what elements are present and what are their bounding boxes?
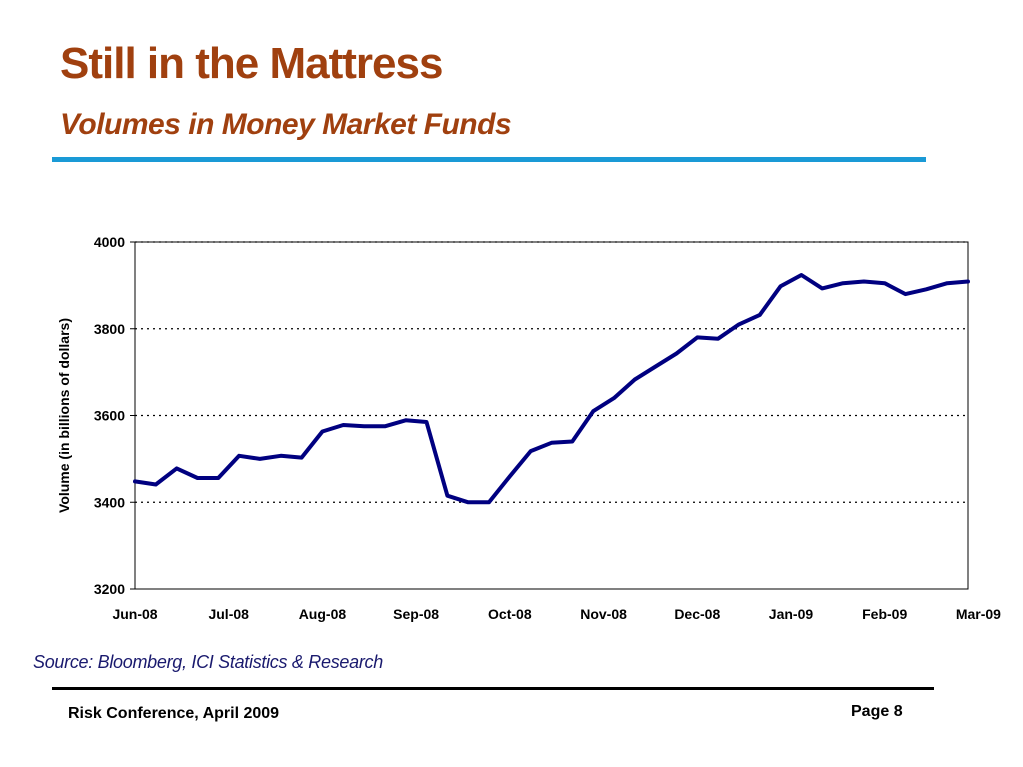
y-tick-label: 3200 xyxy=(94,581,125,597)
slide-title: Still in the Mattress xyxy=(60,39,443,88)
y-tick-label: 3400 xyxy=(94,494,125,510)
x-tick-label: Nov-08 xyxy=(580,606,627,622)
x-tick-label: Jan-09 xyxy=(769,606,814,622)
series-line xyxy=(133,273,970,505)
x-tick-label: Jun-08 xyxy=(112,606,157,622)
title-divider xyxy=(52,157,926,162)
x-tick-label: Jul-08 xyxy=(208,606,249,622)
x-tick-label: Mar-09 xyxy=(956,606,1001,622)
y-axis-title: Volume (in billions of dollars) xyxy=(56,318,72,513)
footer-conference: Risk Conference, April 2009 xyxy=(68,705,280,722)
slide-subtitle: Volumes in Money Market Funds xyxy=(60,108,512,141)
y-tick-label: 4000 xyxy=(94,234,125,250)
page-number: Page 8 xyxy=(851,703,903,720)
x-tick-label: Sep-08 xyxy=(393,606,439,622)
x-tick-label: Aug-08 xyxy=(299,606,347,622)
source-note: Source: Bloomberg, ICI Statistics & Rese… xyxy=(33,652,383,672)
x-tick-label: Oct-08 xyxy=(488,606,532,622)
y-tick-label: 3800 xyxy=(94,321,125,337)
x-tick-label: Dec-08 xyxy=(674,606,720,622)
footer-divider xyxy=(52,687,934,690)
y-tick-label: 3600 xyxy=(94,408,125,424)
x-tick-label: Feb-09 xyxy=(862,606,907,622)
